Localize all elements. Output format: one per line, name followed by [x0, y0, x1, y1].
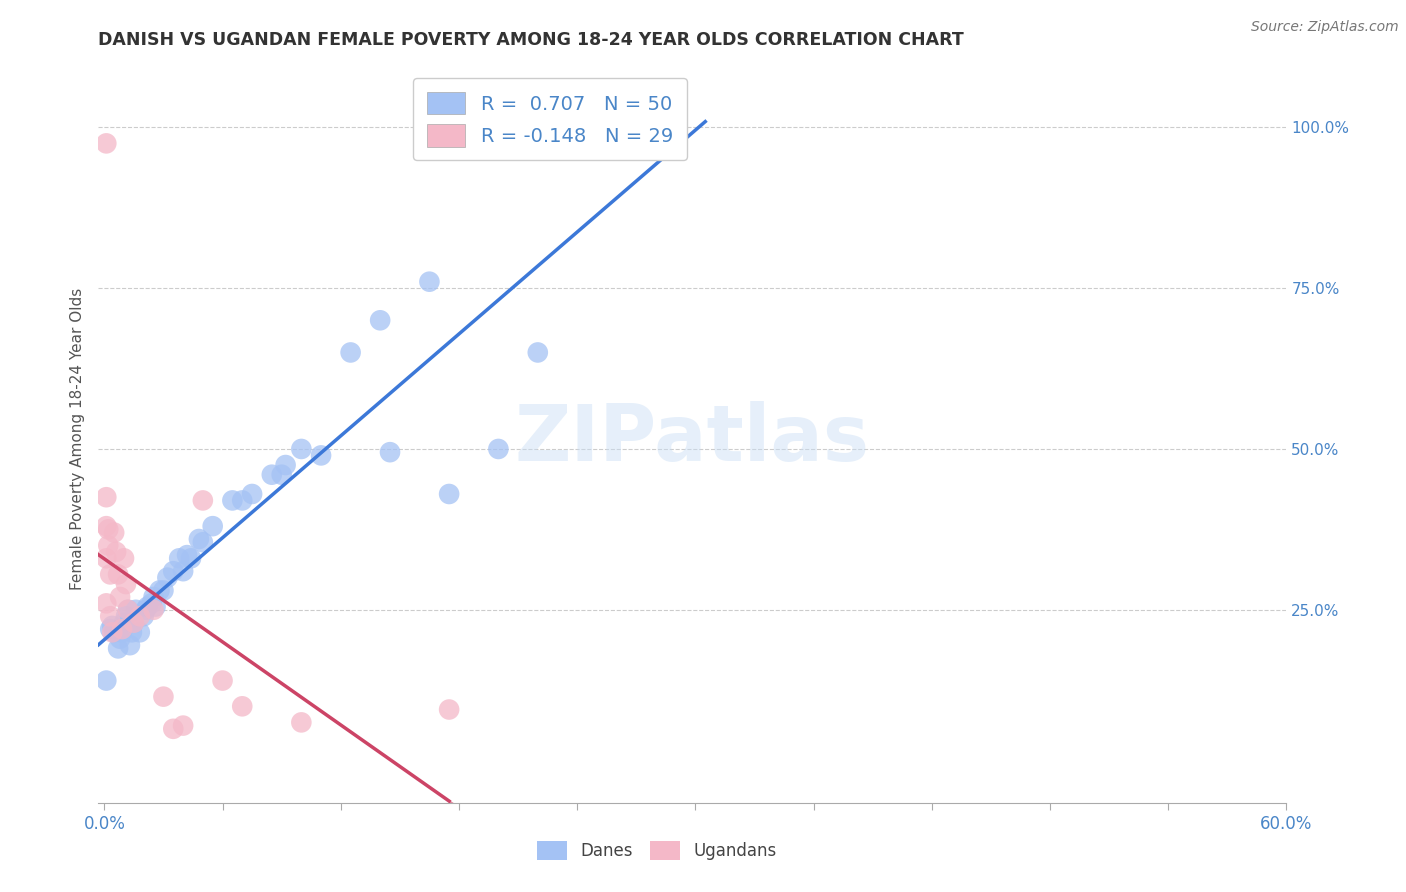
Point	[128, 609, 150, 624]
Point	[309, 449, 332, 463]
Point	[101, 625, 124, 640]
Point	[156, 571, 179, 585]
Point	[115, 609, 138, 624]
Point	[167, 551, 190, 566]
Point	[107, 641, 129, 656]
Point	[112, 551, 135, 566]
Point	[132, 609, 155, 624]
Point	[211, 673, 233, 688]
Point	[97, 539, 120, 553]
Point	[665, 120, 688, 135]
Point	[290, 715, 312, 730]
Text: Source: ZipAtlas.com: Source: ZipAtlas.com	[1251, 20, 1399, 34]
Point	[111, 622, 134, 636]
Point	[290, 442, 312, 456]
Point	[145, 599, 167, 614]
Point	[125, 603, 148, 617]
Point	[636, 120, 658, 135]
Point	[103, 625, 125, 640]
Text: DANISH VS UGANDAN FEMALE POVERTY AMONG 18-24 YEAR OLDS CORRELATION CHART: DANISH VS UGANDAN FEMALE POVERTY AMONG 1…	[98, 31, 965, 49]
Point	[105, 545, 128, 559]
Point	[96, 596, 118, 610]
Point	[240, 487, 263, 501]
Point	[117, 603, 139, 617]
Point	[135, 603, 157, 617]
Legend: Danes, Ugandans: Danes, Ugandans	[530, 835, 783, 867]
Point	[260, 467, 283, 482]
Point	[122, 615, 145, 630]
Point	[152, 583, 174, 598]
Text: ZIPatlas: ZIPatlas	[515, 401, 870, 477]
Point	[187, 532, 209, 546]
Point	[526, 345, 548, 359]
Point	[107, 567, 129, 582]
Point	[118, 638, 141, 652]
Point	[98, 609, 121, 624]
Point	[368, 313, 391, 327]
Point	[96, 519, 118, 533]
Point	[231, 493, 253, 508]
Point	[162, 564, 184, 578]
Point	[96, 551, 118, 566]
Point	[142, 590, 165, 604]
Point	[486, 442, 509, 456]
Point	[97, 522, 120, 536]
Point	[128, 625, 150, 640]
Point	[191, 535, 214, 549]
Point	[162, 722, 184, 736]
Point	[418, 275, 440, 289]
Point	[437, 702, 460, 716]
Point	[176, 548, 198, 562]
Point	[231, 699, 253, 714]
Point	[121, 625, 143, 640]
Point	[274, 458, 297, 472]
Point	[172, 564, 194, 578]
Point	[103, 525, 125, 540]
Point	[142, 603, 165, 617]
Point	[96, 673, 118, 688]
Point	[180, 551, 202, 566]
Point	[117, 603, 139, 617]
Point	[98, 567, 121, 582]
Point	[122, 615, 145, 630]
Point	[201, 519, 224, 533]
Point	[191, 493, 214, 508]
Point	[606, 120, 628, 135]
Point	[148, 583, 170, 598]
Point	[108, 590, 131, 604]
Y-axis label: Female Poverty Among 18-24 Year Olds: Female Poverty Among 18-24 Year Olds	[69, 288, 84, 591]
Point	[136, 599, 159, 614]
Point	[152, 690, 174, 704]
Point	[437, 487, 460, 501]
Point	[112, 615, 135, 630]
Point	[108, 632, 131, 646]
Point	[111, 625, 134, 640]
Point	[96, 136, 118, 151]
Point	[378, 445, 401, 459]
Point	[141, 596, 163, 610]
Point	[339, 345, 361, 359]
Point	[221, 493, 243, 508]
Point	[101, 619, 124, 633]
Point	[98, 622, 121, 636]
Point	[96, 490, 118, 504]
Point	[115, 577, 138, 591]
Point	[172, 718, 194, 732]
Point	[270, 467, 292, 482]
